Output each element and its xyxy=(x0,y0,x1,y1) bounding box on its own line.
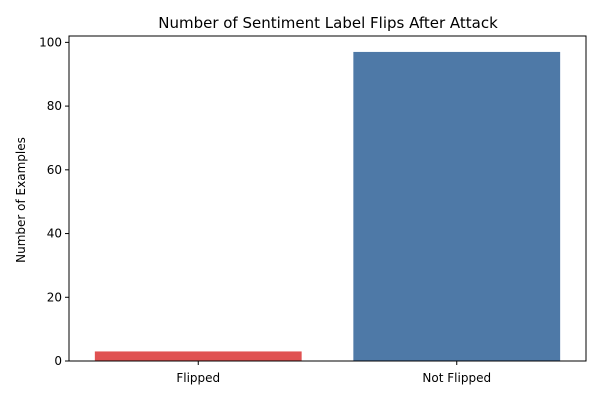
x-ticks-group: Flipped Not Flipped xyxy=(176,361,491,385)
x-tick-label: Not Flipped xyxy=(422,371,491,385)
y-tick-label: 40 xyxy=(47,227,62,241)
bars-group xyxy=(94,51,561,362)
y-tick-label: 60 xyxy=(47,163,62,177)
y-tick-label: 20 xyxy=(47,290,62,304)
plot-frame xyxy=(68,35,587,362)
bar-not-flipped xyxy=(353,51,561,362)
y-tick-label: 100 xyxy=(39,35,62,49)
bar-flipped xyxy=(94,351,302,361)
y-tick-label: 80 xyxy=(47,99,62,113)
chart-title: Number of Sentiment Label Flips After At… xyxy=(158,14,498,32)
y-ticks-group: 0 20 40 60 80 100 xyxy=(39,35,69,368)
y-axis-label: Number of Examples xyxy=(14,137,28,263)
y-tick-label: 0 xyxy=(54,354,62,368)
x-tick-label: Flipped xyxy=(176,371,220,385)
